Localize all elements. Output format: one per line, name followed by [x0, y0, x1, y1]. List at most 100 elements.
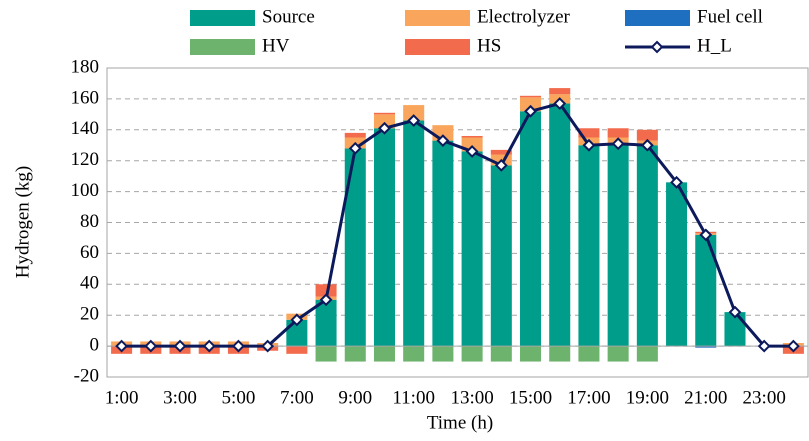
- line-marker: [494, 158, 508, 172]
- bar-segment: [461, 346, 483, 362]
- legend-swatch: [625, 10, 690, 26]
- line-marker: [699, 228, 713, 242]
- line-marker: [144, 339, 158, 353]
- bar-segment: [490, 149, 512, 155]
- legend-swatch: [190, 39, 255, 55]
- line-marker: [611, 137, 625, 151]
- bar-segment: [549, 103, 571, 347]
- y-tick-label: 80: [80, 211, 99, 232]
- legend-label: Electrolyzer: [477, 6, 571, 27]
- bar-segment: [403, 120, 425, 347]
- y-tick-label: 120: [71, 149, 100, 170]
- bar-segment: [549, 346, 571, 362]
- bar-segment: [373, 128, 395, 347]
- bar-segment: [520, 111, 542, 347]
- bar-segment: [461, 135, 483, 138]
- bar-segment: [578, 145, 600, 347]
- y-tick-label: 20: [80, 304, 99, 325]
- x-tick-label: 17:00: [567, 387, 610, 408]
- x-tick-label: 7:00: [280, 387, 314, 408]
- bar-segment: [636, 145, 658, 347]
- bar-segment: [636, 346, 658, 362]
- bar-segment: [490, 165, 512, 347]
- line-marker: [670, 175, 683, 189]
- bar-segment: [636, 129, 658, 141]
- line-marker: [407, 114, 421, 127]
- bar-segment: [724, 312, 746, 347]
- line-marker: [728, 305, 742, 319]
- x-tick-label: 21:00: [684, 387, 727, 408]
- bar-segment: [520, 95, 542, 98]
- line-marker: [232, 339, 245, 353]
- x-tick-label: 1:00: [105, 387, 139, 408]
- bar-segment: [695, 234, 717, 347]
- bar-segment: [432, 346, 454, 362]
- line-marker: [640, 138, 654, 152]
- x-tick-label: 23:00: [743, 387, 786, 408]
- x-axis-title: Time (h): [427, 412, 493, 433]
- line-marker: [786, 339, 800, 353]
- bar-segment: [520, 346, 542, 362]
- bar-segment: [549, 88, 571, 95]
- bar-segment: [344, 132, 366, 138]
- bar-segment: [373, 346, 395, 362]
- bar-segment: [578, 128, 600, 138]
- bar-segment: [432, 140, 454, 347]
- y-tick-label: 40: [80, 273, 99, 294]
- legend-swatch: [405, 39, 470, 55]
- bar-segment: [607, 143, 629, 347]
- line-marker: [553, 97, 567, 110]
- line-marker: [436, 134, 450, 148]
- legend-label: H_L: [697, 35, 732, 56]
- y-tick-label: 160: [71, 87, 100, 108]
- line-marker: [757, 339, 771, 353]
- line-marker: [115, 339, 129, 353]
- line-marker: [261, 339, 275, 353]
- bar-segment: [315, 299, 337, 347]
- line-marker: [524, 104, 537, 118]
- line-marker: [202, 339, 216, 353]
- y-tick-label: 60: [80, 242, 99, 263]
- bar-segment: [607, 128, 629, 138]
- x-tick-label: 13:00: [450, 387, 493, 408]
- bar-segment: [315, 284, 337, 297]
- bar-segment: [373, 112, 395, 115]
- line-marker: [319, 293, 333, 307]
- y-axis-title: Hydrogen (kg): [12, 166, 33, 278]
- x-tick-label: 11:00: [392, 387, 435, 408]
- bar-segment: [695, 346, 717, 348]
- bar-segment: [286, 346, 308, 354]
- x-tick-label: 5:00: [222, 387, 256, 408]
- line-marker: [582, 138, 596, 152]
- bar-segment: [403, 105, 425, 121]
- y-tick-label: -20: [74, 365, 99, 386]
- line-marker: [378, 121, 391, 135]
- x-tick-label: 19:00: [626, 387, 669, 408]
- legend-label: HV: [262, 35, 290, 56]
- line-marker: [465, 145, 479, 158]
- legend-label: Source: [262, 6, 315, 27]
- bar-segment: [578, 346, 600, 362]
- bar-segment: [490, 346, 512, 362]
- legend-marker: [650, 40, 664, 54]
- y-tick-label: 180: [71, 56, 100, 77]
- bar-segment: [344, 148, 366, 347]
- bar-segment: [344, 346, 366, 362]
- y-tick-label: 140: [71, 118, 100, 139]
- x-tick-label: 9:00: [338, 387, 372, 408]
- bar-segment: [520, 97, 542, 112]
- line-marker: [290, 313, 304, 327]
- bar-segment: [315, 346, 337, 362]
- plot-area: [106, 67, 809, 378]
- bar-segment: [403, 346, 425, 362]
- legend-label: Fuel cell: [697, 6, 763, 27]
- x-tick-label: 15:00: [509, 387, 552, 408]
- legend-label: HS: [477, 35, 501, 56]
- y-tick-label: 0: [90, 334, 100, 355]
- x-tick-label: 3:00: [163, 387, 197, 408]
- bar-segment: [373, 114, 395, 129]
- y-tick-label: 100: [71, 180, 100, 201]
- legend-swatch: [405, 10, 470, 26]
- bar-segment: [607, 346, 629, 362]
